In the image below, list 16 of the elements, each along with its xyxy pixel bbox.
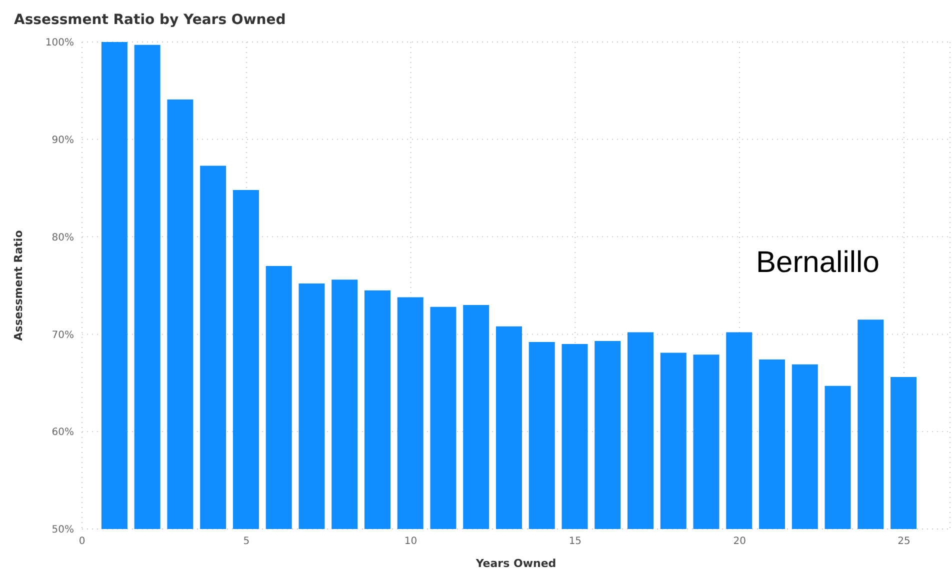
annotation: Bernalillo bbox=[756, 246, 880, 280]
y-tick-label: 100% bbox=[45, 38, 74, 49]
x-tick-label: 25 bbox=[898, 536, 910, 548]
x-tick-label: 10 bbox=[404, 536, 418, 548]
y-tick-label: 90% bbox=[52, 134, 74, 146]
y-axis-title: Assessment Ratio bbox=[12, 230, 25, 341]
y-tick-label: 50% bbox=[52, 524, 74, 536]
y-tick-label: 70% bbox=[52, 330, 74, 341]
x-tick-label: 5 bbox=[243, 536, 250, 548]
x-tick-label: 0 bbox=[78, 536, 86, 548]
x-tick-label: 20 bbox=[733, 536, 746, 548]
chart-title: Assessment Ratio by Years Owned bbox=[14, 12, 286, 28]
x-axis-title: Years Owned bbox=[474, 557, 556, 570]
y-tick-label: 80% bbox=[52, 232, 74, 244]
x-tick-label: 15 bbox=[568, 536, 582, 548]
y-tick-label: 60% bbox=[52, 427, 74, 438]
